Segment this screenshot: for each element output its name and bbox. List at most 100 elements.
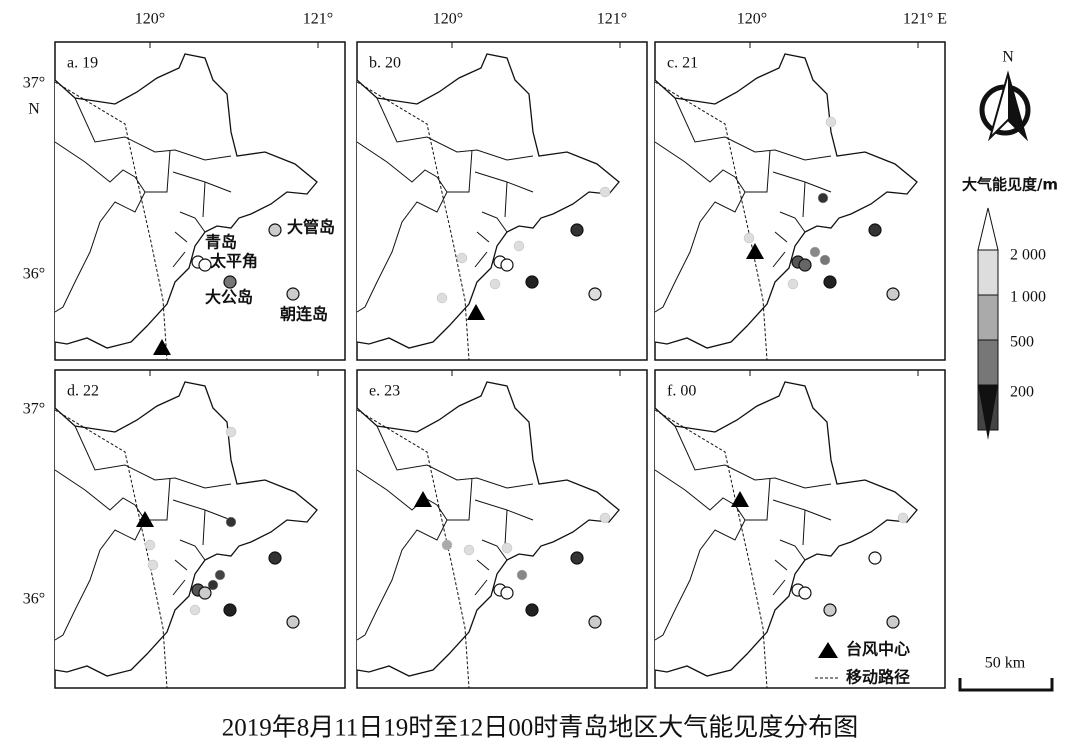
panel-label: d. 22 bbox=[67, 383, 99, 400]
axis-label: 36° bbox=[23, 266, 45, 283]
visibility-point bbox=[743, 232, 755, 244]
visibility-point bbox=[207, 579, 219, 591]
visibility-point bbox=[809, 246, 821, 258]
station bbox=[268, 551, 282, 565]
visibility-point bbox=[817, 192, 829, 204]
station bbox=[223, 275, 237, 289]
legend-track-label: 移动路径 bbox=[846, 668, 910, 687]
visibility-point bbox=[489, 278, 501, 290]
visibility-point bbox=[501, 542, 513, 554]
station bbox=[886, 287, 900, 301]
legend-level: 1 000 bbox=[1010, 289, 1046, 306]
legend-top bbox=[977, 207, 999, 251]
panel-label: c. 21 bbox=[667, 55, 698, 72]
panel: a. 19 bbox=[54, 41, 346, 361]
typhoon-center bbox=[153, 339, 171, 355]
legend-typhoon-label: 台风中心 bbox=[846, 640, 910, 659]
station bbox=[798, 586, 812, 600]
panel: f. 00 bbox=[654, 369, 946, 689]
typhoon-center bbox=[414, 491, 432, 507]
legend-swatch bbox=[977, 294, 999, 341]
legend-swatch bbox=[977, 249, 999, 296]
station bbox=[286, 615, 300, 629]
axis-label: 120° bbox=[135, 11, 165, 28]
panel: b. 20 bbox=[356, 41, 648, 361]
panel: c. 21 bbox=[654, 41, 946, 361]
visibility-point bbox=[189, 604, 201, 616]
visibility-point bbox=[147, 559, 159, 571]
north-label: N bbox=[1002, 49, 1014, 66]
panel-label: e. 23 bbox=[369, 383, 400, 400]
station bbox=[886, 615, 900, 629]
station bbox=[525, 275, 539, 289]
typhoon-center bbox=[136, 511, 154, 527]
caption: 2019年8月11日19时至12日00时青岛地区大气能见度分布图 bbox=[222, 714, 859, 742]
axis-label: 37° bbox=[23, 75, 45, 92]
place-name: 大管岛 bbox=[287, 218, 335, 237]
station bbox=[500, 258, 514, 272]
scale-label: 50 km bbox=[985, 655, 1026, 672]
legend-typhoon bbox=[818, 642, 838, 658]
visibility-point bbox=[441, 539, 453, 551]
station bbox=[588, 615, 602, 629]
legend-swatch bbox=[977, 339, 999, 386]
panel-label: b. 20 bbox=[369, 55, 401, 72]
station bbox=[823, 603, 837, 617]
legend-level: 2 000 bbox=[1010, 247, 1046, 264]
station bbox=[570, 551, 584, 565]
visibility-point bbox=[214, 569, 226, 581]
place-name: 青岛 bbox=[205, 233, 237, 252]
visibility-point bbox=[456, 252, 468, 264]
panel-label: a. 19 bbox=[67, 55, 98, 72]
north-arrow-half bbox=[1008, 74, 1026, 138]
axis-label: 120° bbox=[433, 11, 463, 28]
station bbox=[500, 586, 514, 600]
station bbox=[868, 551, 882, 565]
visibility-point bbox=[463, 544, 475, 556]
station bbox=[268, 223, 282, 237]
visibility-point bbox=[144, 539, 156, 551]
station bbox=[588, 287, 602, 301]
axis-label: 36° bbox=[23, 591, 45, 608]
legend-level: 500 bbox=[1010, 334, 1034, 351]
visibility-point bbox=[897, 512, 909, 524]
station bbox=[798, 258, 812, 272]
legend-title: 大气能见度/m bbox=[962, 176, 1058, 194]
place-name: 太平角 bbox=[209, 252, 258, 271]
scale-bar bbox=[958, 678, 1054, 692]
axis-label: 121° E bbox=[903, 11, 947, 28]
axis-label: 121° bbox=[303, 11, 333, 28]
visibility-point bbox=[436, 292, 448, 304]
place-name: 大公岛 bbox=[205, 288, 253, 307]
typhoon-center bbox=[467, 304, 485, 320]
visibility-point bbox=[225, 516, 237, 528]
visibility-point bbox=[513, 240, 525, 252]
typhoon-center bbox=[731, 491, 749, 507]
panel: d. 22 bbox=[54, 369, 346, 689]
station bbox=[223, 603, 237, 617]
visibility-point bbox=[819, 254, 831, 266]
axis-label: 120° bbox=[737, 11, 767, 28]
axis-label: 121° bbox=[597, 11, 627, 28]
station bbox=[286, 287, 300, 301]
legend-level: 200 bbox=[1010, 384, 1034, 401]
station bbox=[525, 603, 539, 617]
visibility-point bbox=[599, 512, 611, 524]
visibility-point bbox=[787, 278, 799, 290]
visibility-point bbox=[516, 569, 528, 581]
visibility-point bbox=[225, 426, 237, 438]
station bbox=[198, 586, 212, 600]
visibility-point bbox=[825, 116, 837, 128]
typhoon-center bbox=[746, 243, 764, 259]
visibility-point bbox=[599, 186, 611, 198]
station bbox=[823, 275, 837, 289]
legend-bottom bbox=[978, 385, 998, 440]
axis-label: 37° bbox=[23, 401, 45, 418]
station bbox=[198, 258, 212, 272]
panel-label: f. 00 bbox=[667, 383, 696, 400]
place-name: 朝连岛 bbox=[280, 305, 328, 324]
station bbox=[868, 223, 882, 237]
panel: e. 23 bbox=[356, 369, 648, 689]
